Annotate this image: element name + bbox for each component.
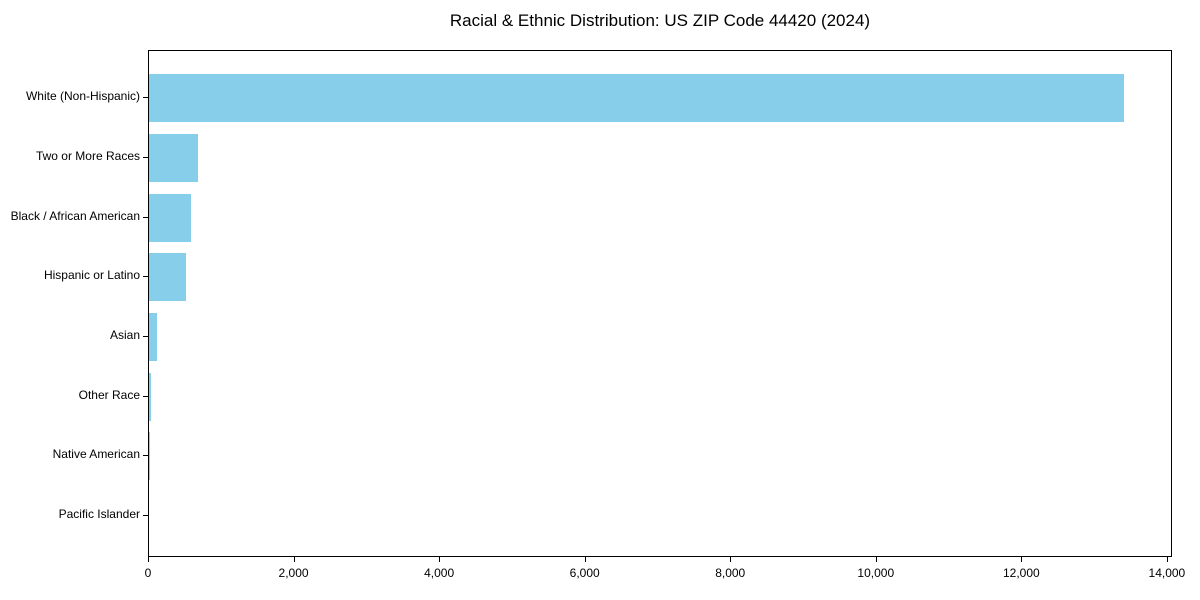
x-tick-mark: [875, 557, 877, 562]
x-tick-label-10000: 10,000: [857, 566, 895, 580]
x-tick-label-0: 0: [144, 566, 152, 580]
bar-other-race: [149, 372, 151, 421]
bar-native-american: [149, 432, 150, 481]
y-tick-mark: [143, 276, 148, 278]
y-tick-label-other-race: Other Race: [78, 387, 140, 402]
y-tick-label-pacific-islander: Pacific Islander: [58, 506, 140, 521]
y-tick-mark: [143, 455, 148, 457]
x-tick-label-8000: 8,000: [715, 566, 746, 580]
x-tick-label-14000: 14,000: [1148, 566, 1186, 580]
bar-hispanic-or-latino: [149, 253, 187, 302]
chart-title: Racial & Ethnic Distribution: US ZIP Cod…: [449, 11, 871, 30]
y-tick-label-white-non-hispanic: White (Non-Hispanic): [25, 89, 140, 104]
x-tick-mark: [584, 557, 586, 562]
y-tick-label-asian: Asian: [109, 327, 140, 342]
y-tick-label-hispanic-or-latino: Hispanic or Latino: [43, 268, 140, 283]
bar-asian: [149, 312, 157, 361]
y-tick-mark: [143, 514, 148, 516]
x-tick-mark: [293, 557, 295, 562]
y-tick-mark: [143, 395, 148, 397]
bar-black-african-american: [149, 193, 191, 242]
y-tick-label-native-american: Native American: [52, 447, 140, 462]
x-tick-mark: [439, 557, 441, 562]
y-tick-mark: [143, 156, 148, 158]
plot-area: [148, 50, 1172, 557]
bar-two-or-more-races: [149, 133, 199, 182]
bar-white-non-hispanic: [149, 74, 1125, 123]
x-tick-label-4000: 4,000: [424, 566, 455, 580]
x-tick-mark: [1021, 557, 1023, 562]
x-tick-mark: [148, 557, 149, 562]
x-tick-label-12000: 12,000: [1002, 566, 1040, 580]
y-tick-label-two-or-more-races: Two or More Races: [35, 148, 140, 163]
x-tick-mark: [1166, 557, 1168, 562]
y-tick-mark: [143, 216, 148, 218]
x-tick-label-2000: 2,000: [278, 566, 309, 580]
x-tick-label-6000: 6,000: [569, 566, 600, 580]
y-tick-mark: [143, 97, 148, 99]
y-tick-mark: [143, 335, 148, 337]
y-tick-label-black-african-american: Black / African American: [10, 208, 140, 223]
x-tick-mark: [730, 557, 732, 562]
